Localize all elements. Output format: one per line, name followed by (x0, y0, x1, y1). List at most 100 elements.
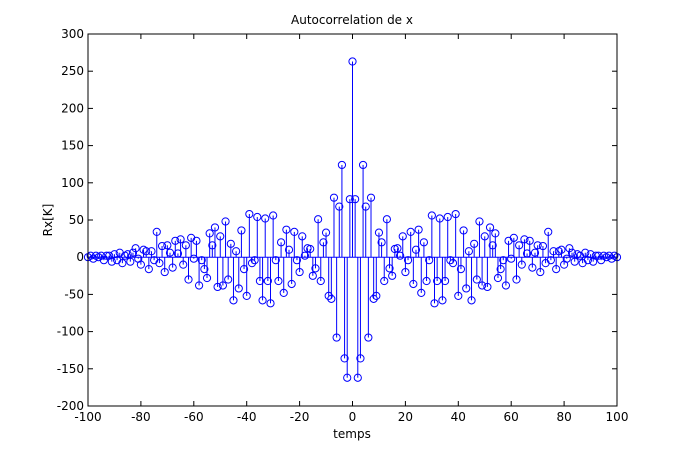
stem-marker (345, 195, 354, 204)
stem-marker (480, 232, 489, 241)
stem-marker (266, 299, 275, 308)
stem-marker (337, 160, 347, 170)
stem-marker (549, 247, 558, 256)
x-tick-label: -60 (184, 410, 204, 424)
stem-marker (136, 260, 145, 269)
stem-marker (430, 299, 439, 308)
stem-marker (467, 296, 476, 305)
stem-marker (324, 291, 333, 300)
stem-marker (247, 259, 257, 268)
stem-marker (348, 57, 357, 66)
stem-marker (388, 271, 397, 280)
stem-marker (472, 275, 481, 284)
stem-marker (507, 254, 516, 263)
stem-marker (451, 209, 460, 219)
stem-marker (271, 256, 280, 265)
stem-marker (258, 296, 267, 305)
stem-marker (282, 225, 291, 234)
stem-marker (470, 239, 479, 248)
stem-marker (401, 267, 410, 277)
stem-marker (570, 257, 579, 266)
stem-marker (131, 244, 140, 253)
stem-marker (250, 256, 259, 265)
stem-marker (210, 223, 220, 232)
y-tick-label: -50 (64, 287, 84, 301)
stem-marker (385, 264, 394, 273)
stem-marker (200, 265, 209, 274)
stem-marker (157, 241, 167, 251)
stem-marker (594, 251, 603, 260)
stem-marker (581, 248, 590, 257)
stem-marker (396, 251, 405, 260)
stem-marker (152, 227, 161, 237)
y-tick-label: 50 (69, 213, 84, 227)
stem-marker (520, 235, 529, 244)
stem-marker (536, 267, 545, 277)
stem-marker (202, 273, 212, 283)
stem-marker (319, 238, 328, 247)
stem-marker (123, 250, 132, 259)
stem-marker (340, 354, 349, 363)
stem-marker (205, 229, 214, 238)
stem-marker (107, 257, 116, 266)
stem-marker (414, 225, 423, 234)
y-tick-label: 100 (61, 176, 84, 190)
stem-marker (176, 235, 185, 244)
stem-marker (155, 259, 164, 268)
stem-marker (528, 263, 537, 272)
stem-marker (483, 282, 492, 292)
stem-marker (269, 211, 278, 220)
stem-marker (89, 254, 98, 263)
stem-marker (263, 276, 272, 286)
stem-marker (464, 247, 473, 256)
stem-marker (567, 248, 577, 257)
stem-marker (261, 214, 270, 223)
stem-marker (308, 271, 317, 280)
stem-marker (335, 202, 344, 211)
stem-marker (552, 265, 561, 274)
stem-marker (419, 238, 429, 247)
stem-marker (197, 256, 206, 265)
y-tick-label: 300 (61, 27, 84, 41)
stem-marker (306, 244, 315, 254)
stem-marker (311, 264, 320, 273)
y-tick-label: 150 (61, 139, 84, 153)
stem-marker (221, 217, 230, 226)
stem-marker (406, 227, 415, 237)
stem-marker (372, 291, 381, 300)
stem-marker (364, 333, 373, 342)
stem-marker (546, 256, 555, 265)
stem-marker (245, 209, 254, 219)
stem-marker (213, 282, 222, 292)
stem-marker (446, 256, 455, 265)
stem-marker (184, 275, 193, 284)
stem-marker (224, 275, 233, 284)
stem-marker (274, 276, 283, 286)
stem-marker (237, 226, 246, 235)
stem-marker (173, 249, 183, 258)
stem-marker (142, 247, 151, 256)
stem-marker (189, 254, 198, 263)
y-tick-label: 200 (61, 101, 84, 115)
stem-marker (226, 239, 235, 248)
x-tick-label: 40 (451, 410, 466, 424)
stem-marker (475, 217, 484, 226)
x-tick-label: 60 (504, 410, 519, 424)
x-tick-label: -40 (237, 410, 257, 424)
stem-marker (351, 195, 360, 204)
stem-marker (279, 288, 288, 298)
stem-marker (316, 276, 325, 286)
stem-marker (443, 212, 452, 222)
stem-marker (411, 245, 421, 254)
stem-marker (417, 288, 426, 298)
stem-marker (538, 241, 548, 251)
stem-marker (208, 241, 217, 250)
stem-marker (425, 256, 434, 265)
stem-marker (499, 256, 508, 265)
stem-marker (86, 251, 95, 260)
stem-marker (382, 215, 391, 224)
stem-marker (168, 263, 177, 272)
x-tick-label: -100 (74, 410, 101, 424)
y-tick-label: 250 (61, 64, 84, 78)
